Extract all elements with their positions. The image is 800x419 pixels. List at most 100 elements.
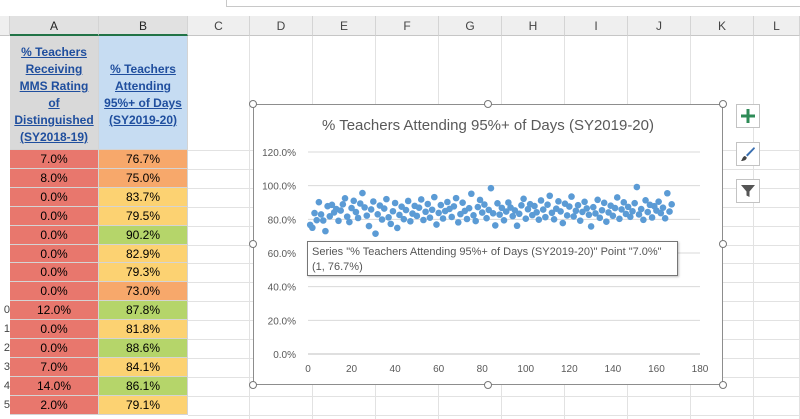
data-point[interactable] — [513, 222, 521, 230]
cell-a[interactable]: 0.0% — [10, 263, 99, 282]
data-point[interactable] — [535, 216, 543, 223]
data-point[interactable] — [463, 215, 471, 223]
data-point[interactable] — [592, 210, 599, 217]
data-point[interactable] — [315, 198, 323, 206]
data-point[interactable] — [500, 217, 508, 224]
cell-b[interactable]: 90.2% — [99, 226, 188, 245]
data-point[interactable] — [389, 207, 397, 215]
data-point[interactable] — [459, 199, 466, 206]
data-point[interactable] — [585, 211, 593, 219]
data-point[interactable] — [661, 215, 669, 222]
data-point[interactable] — [383, 195, 390, 203]
column-header-j[interactable]: J — [628, 16, 691, 36]
data-point[interactable] — [319, 217, 327, 224]
data-point[interactable] — [566, 203, 573, 210]
cell-a[interactable]: 0.0% — [10, 245, 99, 263]
chart-styles-button[interactable] — [736, 142, 760, 166]
data-point[interactable] — [413, 212, 421, 220]
data-point[interactable] — [546, 192, 554, 200]
resize-handle[interactable] — [249, 240, 257, 248]
cell-a[interactable]: 0.0% — [10, 226, 99, 245]
data-point[interactable] — [400, 215, 408, 223]
data-point[interactable] — [341, 194, 349, 202]
column-header-i[interactable]: I — [565, 16, 628, 36]
row-number[interactable] — [0, 263, 10, 282]
data-point[interactable] — [404, 197, 412, 205]
data-point[interactable] — [407, 218, 414, 225]
data-point[interactable] — [350, 197, 358, 205]
data-point[interactable] — [572, 207, 580, 215]
data-point[interactable] — [620, 199, 628, 206]
data-point[interactable] — [352, 208, 360, 216]
data-point[interactable] — [657, 209, 665, 217]
column-header-g[interactable]: G — [439, 16, 502, 36]
data-point[interactable] — [487, 184, 495, 192]
row-number[interactable] — [0, 207, 10, 226]
data-point[interactable] — [426, 214, 434, 221]
data-point[interactable] — [474, 203, 482, 211]
data-point[interactable] — [640, 216, 647, 224]
cell-a[interactable]: 0.0% — [10, 188, 99, 207]
data-point[interactable] — [309, 224, 316, 232]
cell-b[interactable]: 75.0% — [99, 169, 188, 188]
cell-b[interactable]: 81.8% — [99, 320, 188, 339]
data-point[interactable] — [611, 204, 619, 212]
data-point[interactable] — [317, 211, 325, 218]
data-point[interactable] — [483, 214, 490, 222]
data-point[interactable] — [655, 198, 662, 205]
cell-a[interactable]: 0.0% — [10, 339, 99, 358]
data-point[interactable] — [417, 196, 425, 203]
data-point[interactable] — [498, 204, 506, 212]
cell-b[interactable]: 86.1% — [99, 377, 188, 396]
data-point[interactable] — [444, 198, 451, 206]
row-number[interactable] — [0, 150, 10, 169]
data-point[interactable] — [370, 198, 377, 205]
data-point[interactable] — [435, 209, 442, 217]
data-point[interactable] — [402, 206, 410, 214]
row-number[interactable] — [0, 282, 10, 301]
data-point[interactable] — [522, 215, 530, 222]
data-point[interactable] — [524, 205, 532, 213]
data-point[interactable] — [491, 222, 499, 229]
header-cell-a[interactable]: % Teachers Receiving MMS Rating of Disti… — [10, 36, 99, 150]
data-point[interactable] — [348, 204, 355, 212]
header-cell-b[interactable]: % Teachers Attending 95%+ of Days (SY201… — [99, 36, 188, 150]
data-point[interactable] — [502, 208, 510, 215]
data-point[interactable] — [496, 211, 503, 218]
data-point[interactable] — [391, 199, 399, 207]
data-point[interactable] — [481, 201, 488, 208]
data-point[interactable] — [616, 215, 623, 223]
resize-handle[interactable] — [719, 240, 727, 248]
data-point[interactable] — [367, 206, 375, 213]
data-point[interactable] — [454, 219, 462, 226]
row-number[interactable] — [0, 226, 10, 245]
chart-plot-area[interactable]: 0.0% 20.0% 40.0% 60.0% 80.0% 100.0% 120.0% 0 20 4… — [254, 105, 722, 384]
cell-a[interactable]: 0.0% — [10, 207, 99, 226]
data-point[interactable] — [361, 204, 368, 211]
column-header-b[interactable]: B — [99, 16, 188, 36]
data-point[interactable] — [539, 206, 547, 213]
chart-title[interactable]: % Teachers Attending 95%+ of Days (SY201… — [321, 117, 654, 134]
data-point[interactable] — [339, 201, 347, 208]
data-point[interactable] — [378, 216, 386, 223]
cell-b[interactable]: 76.7% — [99, 150, 188, 169]
data-point[interactable] — [568, 193, 575, 200]
cell-a[interactable]: 7.0% — [10, 358, 99, 377]
data-point[interactable] — [624, 203, 632, 211]
data-point[interactable] — [387, 220, 395, 228]
column-header-e[interactable]: E — [313, 16, 376, 36]
data-point[interactable] — [465, 204, 473, 212]
row-number[interactable] — [0, 169, 10, 188]
data-point[interactable] — [531, 202, 538, 210]
data-point[interactable] — [659, 204, 667, 212]
data-point[interactable] — [428, 206, 436, 214]
data-point[interactable] — [570, 213, 577, 220]
data-point[interactable] — [476, 196, 484, 204]
data-point[interactable] — [326, 213, 334, 220]
data-point[interactable] — [343, 213, 351, 220]
column-header-a[interactable]: A — [10, 16, 99, 36]
data-point[interactable] — [437, 201, 445, 209]
cell-a[interactable]: 8.0% — [10, 169, 99, 188]
data-point[interactable] — [574, 201, 582, 209]
data-point[interactable] — [380, 205, 388, 212]
